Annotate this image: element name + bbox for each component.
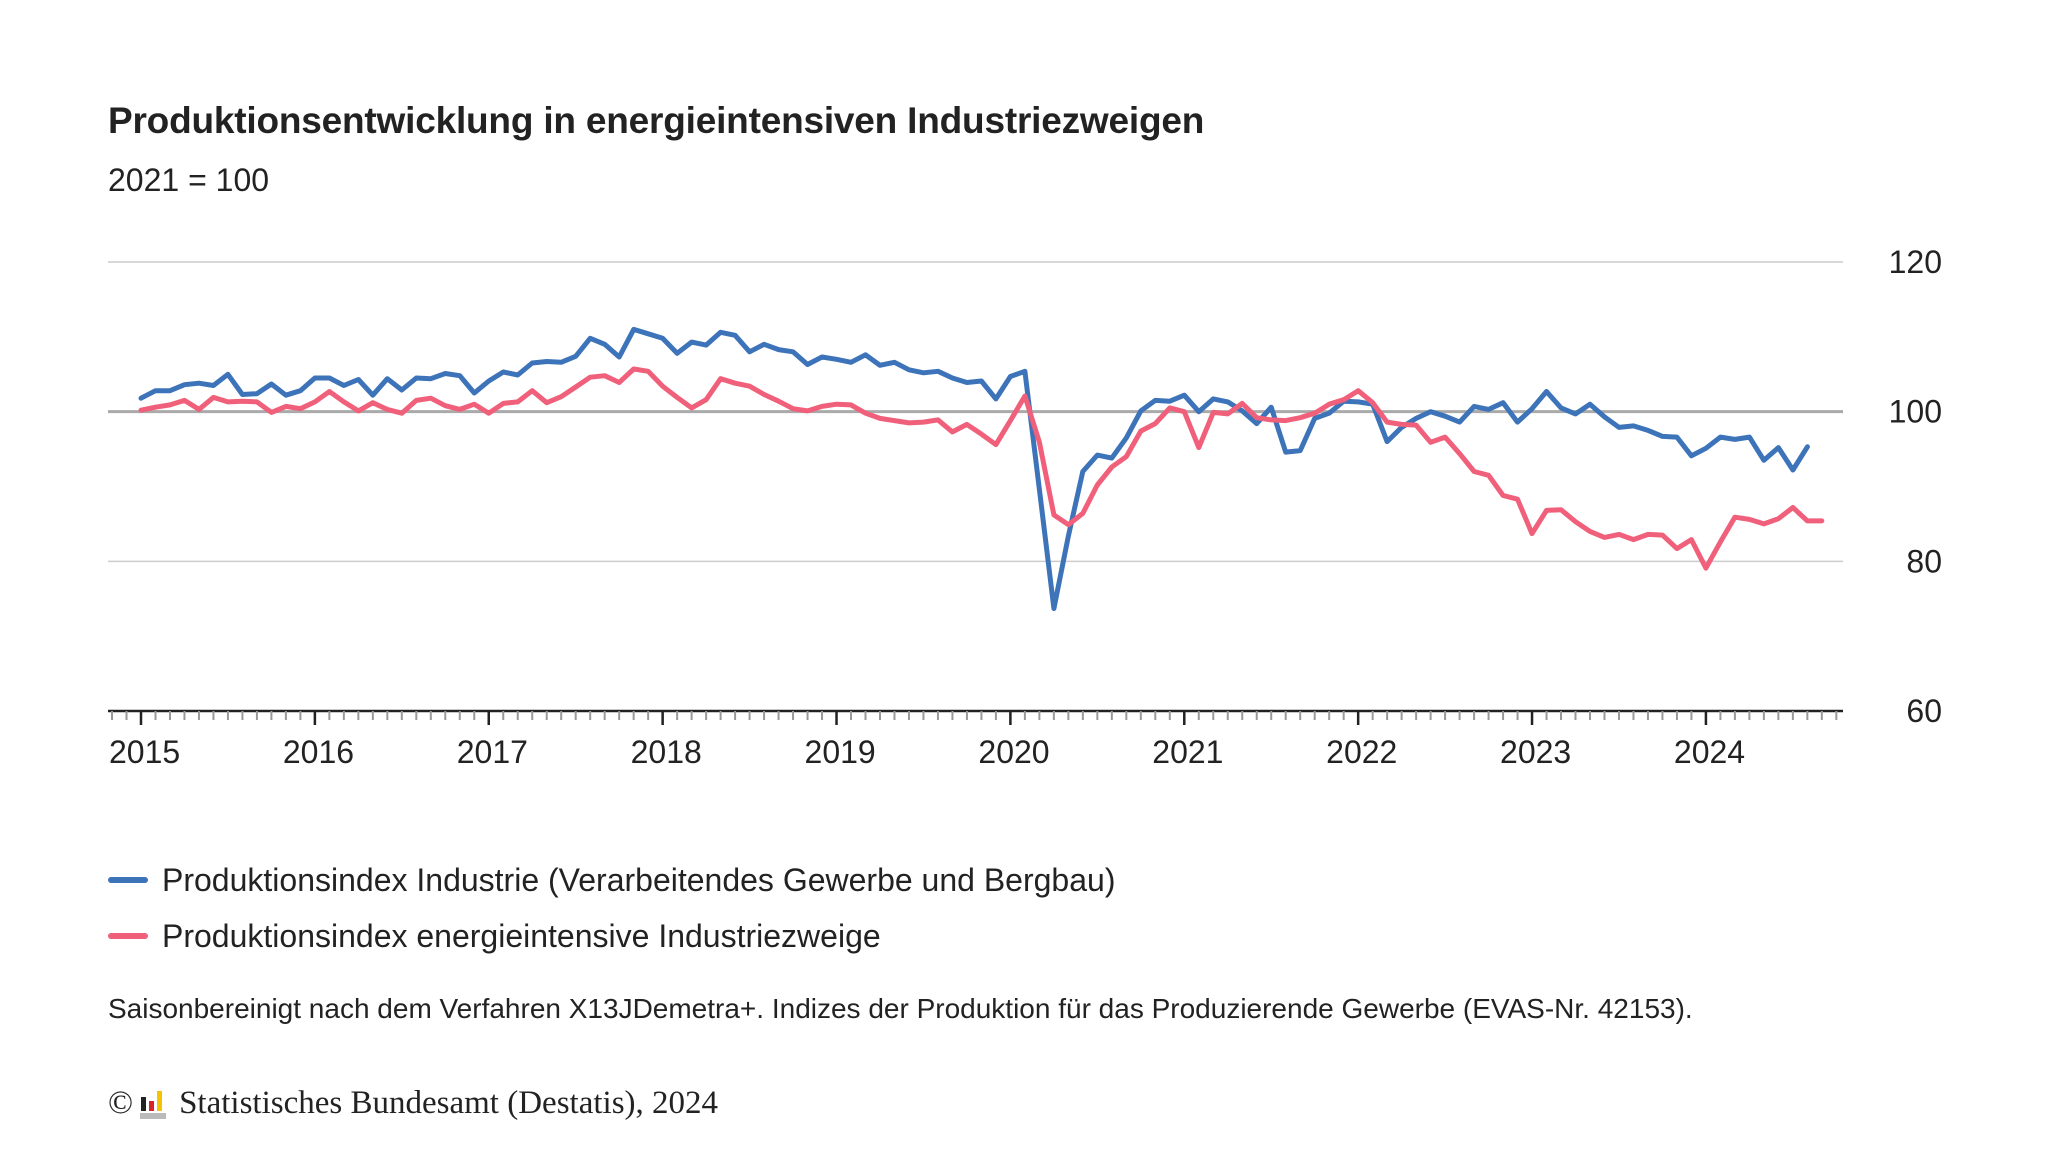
series-line-energy-intensive [138, 366, 1825, 571]
x-tick-label-2023: 2023 [1500, 734, 1571, 770]
x-tick-label-2017: 2017 [457, 734, 528, 770]
legend-item-industry: Produktionsindex Industrie (Verarbeitend… [108, 852, 1115, 908]
legend-item-energy-intensive: Produktionsindex energieintensive Indust… [108, 908, 1115, 964]
x-tick-label-2019: 2019 [805, 734, 876, 770]
x-tick-label-2015: 2015 [109, 734, 180, 770]
series-line-industry [138, 326, 1810, 611]
x-tick-label-2016: 2016 [283, 734, 354, 770]
legend-swatch-energy-intensive [108, 933, 148, 939]
x-tick-label-2020: 2020 [978, 734, 1049, 770]
x-tick-label-2022: 2022 [1326, 734, 1397, 770]
y-tick-label-120: 120 [1889, 244, 1942, 280]
y-axis: 60 80 100 120 [1889, 244, 1942, 729]
chart-subtitle: 2021 = 100 [108, 162, 270, 198]
legend-label-industry: Produktionsindex Industrie (Verarbeitend… [162, 861, 1116, 898]
x-tick-label-2024: 2024 [1674, 734, 1745, 770]
footnote: Saisonbereinigt nach dem Verfahren X13JD… [108, 993, 1693, 1024]
legend-label-energy-intensive: Produktionsindex energieintensive Indust… [162, 917, 881, 954]
series-lines [138, 326, 1825, 611]
chart-title: Produktionsentwicklung in energieintensi… [108, 100, 1205, 141]
x-axis: 2015 2016 2017 2018 2019 2020 2021 2022 2023 2024 [108, 709, 1843, 770]
source-text: Statistisches Bundesamt (Destatis), 2024 [179, 1085, 719, 1121]
legend-swatch-industry [108, 877, 148, 883]
copyright-line: © Statistisches Bundesamt (Destatis), 20… [108, 1085, 718, 1122]
y-tick-label-80: 80 [1906, 543, 1942, 579]
y-tick-label-100: 100 [1889, 394, 1942, 430]
x-tick-label-2018: 2018 [631, 734, 702, 770]
destatis-logo-icon [139, 1089, 169, 1119]
y-tick-label-60: 60 [1906, 693, 1942, 729]
legend: Produktionsindex Industrie (Verarbeitend… [108, 852, 1115, 964]
x-tick-label-2021: 2021 [1152, 734, 1223, 770]
copyright-icon: © [108, 1085, 134, 1121]
